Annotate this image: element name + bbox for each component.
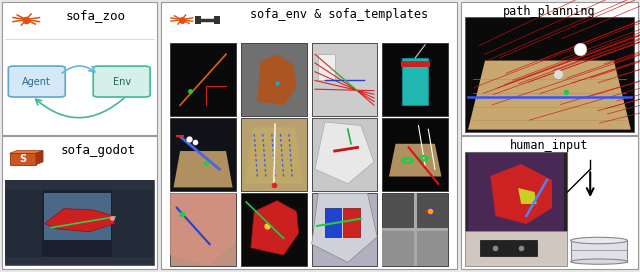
FancyBboxPatch shape bbox=[161, 2, 457, 269]
FancyBboxPatch shape bbox=[241, 43, 307, 116]
FancyBboxPatch shape bbox=[5, 190, 42, 257]
FancyBboxPatch shape bbox=[465, 152, 568, 232]
FancyBboxPatch shape bbox=[383, 193, 448, 266]
Polygon shape bbox=[468, 61, 631, 130]
Text: sofa_env & sofa_templates: sofa_env & sofa_templates bbox=[250, 8, 428, 21]
FancyBboxPatch shape bbox=[170, 118, 236, 191]
FancyBboxPatch shape bbox=[343, 208, 360, 237]
FancyBboxPatch shape bbox=[383, 230, 448, 266]
FancyBboxPatch shape bbox=[383, 228, 448, 231]
FancyBboxPatch shape bbox=[5, 257, 154, 265]
FancyBboxPatch shape bbox=[93, 66, 150, 97]
Text: sofa_zoo: sofa_zoo bbox=[65, 9, 125, 22]
Text: sofa_godot: sofa_godot bbox=[61, 144, 136, 157]
FancyBboxPatch shape bbox=[170, 193, 236, 266]
Polygon shape bbox=[257, 54, 297, 105]
Polygon shape bbox=[244, 127, 303, 184]
FancyBboxPatch shape bbox=[571, 240, 627, 262]
Polygon shape bbox=[389, 144, 442, 177]
FancyBboxPatch shape bbox=[312, 193, 378, 266]
FancyBboxPatch shape bbox=[195, 16, 201, 24]
FancyBboxPatch shape bbox=[214, 16, 220, 24]
Text: Env: Env bbox=[113, 76, 131, 86]
Ellipse shape bbox=[571, 259, 627, 264]
Polygon shape bbox=[173, 151, 232, 187]
FancyBboxPatch shape bbox=[2, 136, 157, 269]
FancyBboxPatch shape bbox=[465, 17, 634, 132]
FancyBboxPatch shape bbox=[5, 180, 154, 265]
Polygon shape bbox=[45, 209, 115, 232]
FancyBboxPatch shape bbox=[241, 193, 307, 266]
Polygon shape bbox=[36, 151, 43, 165]
FancyBboxPatch shape bbox=[465, 231, 568, 266]
FancyBboxPatch shape bbox=[480, 240, 536, 256]
Polygon shape bbox=[251, 200, 299, 255]
Polygon shape bbox=[315, 122, 374, 184]
FancyBboxPatch shape bbox=[44, 193, 111, 240]
FancyBboxPatch shape bbox=[241, 118, 307, 191]
FancyBboxPatch shape bbox=[2, 2, 157, 135]
FancyBboxPatch shape bbox=[383, 118, 448, 191]
Polygon shape bbox=[170, 193, 236, 266]
FancyBboxPatch shape bbox=[401, 61, 429, 67]
FancyBboxPatch shape bbox=[461, 136, 638, 269]
FancyBboxPatch shape bbox=[113, 190, 154, 257]
FancyBboxPatch shape bbox=[461, 2, 638, 135]
Polygon shape bbox=[518, 188, 536, 204]
FancyBboxPatch shape bbox=[414, 193, 417, 266]
FancyBboxPatch shape bbox=[402, 58, 428, 105]
FancyBboxPatch shape bbox=[468, 153, 564, 231]
FancyBboxPatch shape bbox=[5, 180, 154, 190]
FancyBboxPatch shape bbox=[312, 118, 378, 191]
FancyBboxPatch shape bbox=[42, 190, 113, 257]
FancyBboxPatch shape bbox=[170, 43, 236, 116]
Ellipse shape bbox=[571, 237, 627, 244]
FancyBboxPatch shape bbox=[312, 43, 378, 116]
FancyBboxPatch shape bbox=[10, 153, 36, 165]
Text: Agent: Agent bbox=[22, 76, 51, 86]
FancyBboxPatch shape bbox=[8, 66, 65, 97]
FancyBboxPatch shape bbox=[324, 208, 341, 237]
FancyBboxPatch shape bbox=[383, 43, 448, 116]
Text: human_input: human_input bbox=[510, 139, 589, 152]
FancyBboxPatch shape bbox=[318, 54, 335, 80]
Text: S: S bbox=[19, 154, 26, 164]
Text: path_planning: path_planning bbox=[503, 5, 596, 18]
Polygon shape bbox=[490, 164, 552, 224]
Polygon shape bbox=[10, 151, 43, 153]
Polygon shape bbox=[312, 193, 378, 262]
